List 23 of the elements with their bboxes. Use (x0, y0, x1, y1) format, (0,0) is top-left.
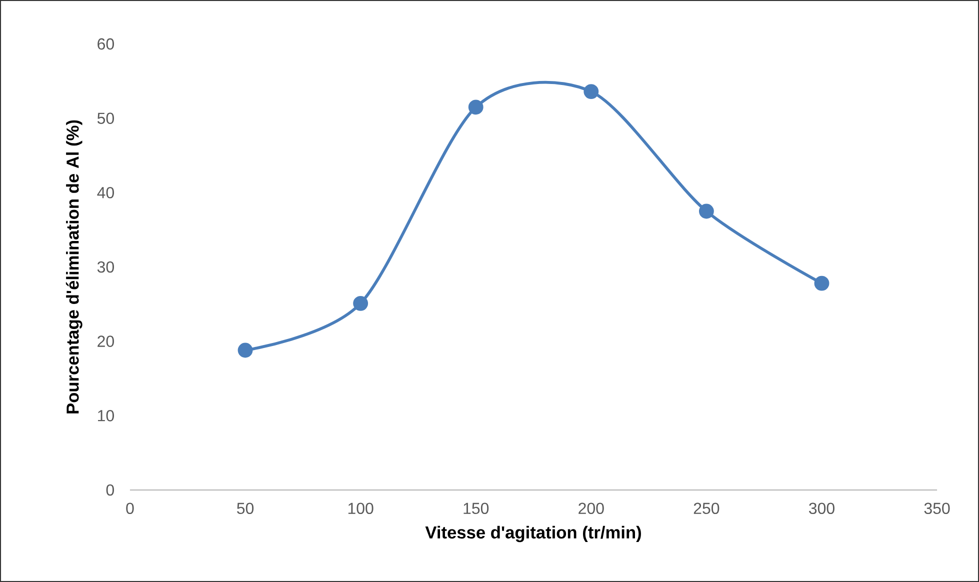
x-tick-label: 200 (578, 502, 604, 514)
x-axis-title: Vitesse d'agitation (tr/min) (425, 526, 641, 542)
y-tick-label: 40 (97, 187, 114, 198)
y-tick-label: 30 (97, 261, 114, 273)
y-tick-label: 0 (106, 484, 114, 496)
x-tick-label: 0 (126, 502, 134, 514)
x-tick-label: 250 (694, 502, 720, 514)
point (698, 204, 714, 219)
x-tick-label: 300 (809, 502, 834, 514)
point (814, 276, 830, 291)
x-tick-label: 50 (237, 502, 254, 514)
x-tick-label: 100 (348, 502, 374, 514)
y-tick-label: 50 (97, 112, 114, 124)
y-tick-label: 20 (98, 336, 114, 347)
point (353, 296, 368, 311)
x-tick-label: 150 (464, 502, 489, 514)
point (238, 342, 253, 358)
point (468, 100, 484, 115)
y-tick-label: 10 (98, 410, 114, 422)
y-tick-label: 60 (98, 38, 114, 50)
y-axis-title: Pourcentage d'élimination de Al (%) (66, 120, 82, 414)
point (584, 84, 599, 100)
x-tick-label: 350 (924, 502, 950, 514)
